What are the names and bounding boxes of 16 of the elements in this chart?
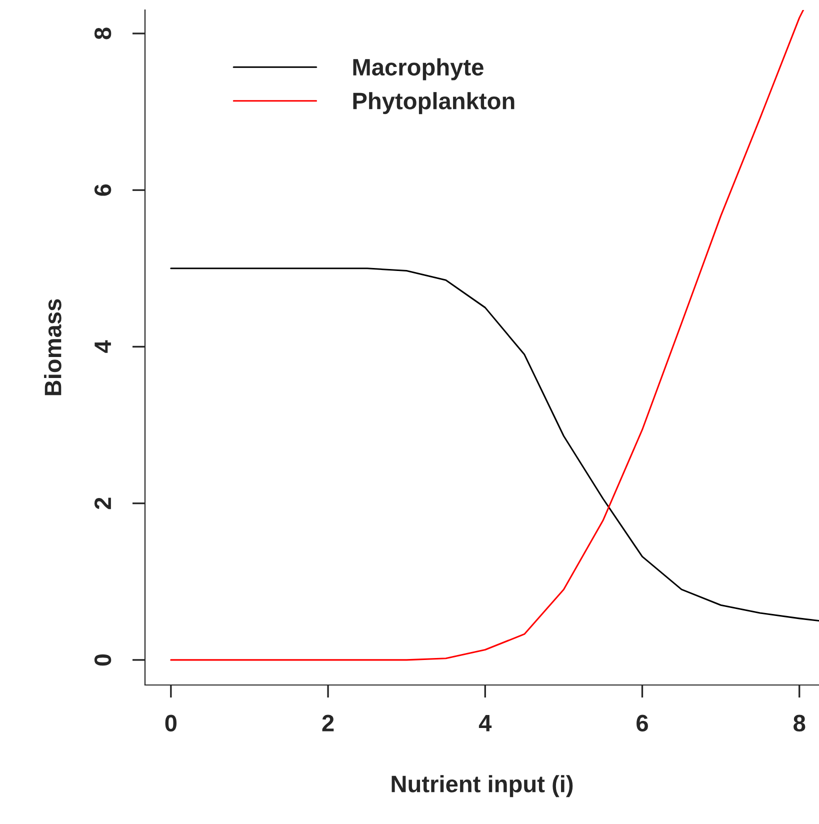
y-tick-label: 0 — [94, 654, 112, 666]
x-tick-label: 2 — [322, 714, 334, 732]
legend-label: Macrophyte — [353, 58, 484, 80]
x-axis-title: Nutrient input (i) — [392, 775, 573, 798]
line-series — [170, 268, 819, 622]
legend-label: Phytoplankton — [353, 92, 514, 114]
x-tick-label: 4 — [478, 715, 492, 732]
x-tick-label: 0 — [165, 714, 177, 732]
x-tick-label: 8 — [794, 714, 806, 732]
y-tick-label: 4 — [94, 340, 111, 353]
y-tick-label: 8 — [94, 28, 112, 40]
y-tick-label: 6 — [94, 184, 112, 196]
y-tick-label: 2 — [94, 498, 111, 510]
x-tick-label: 6 — [636, 714, 648, 732]
line-series — [170, 10, 804, 661]
y-axis-title: Biomass — [44, 299, 62, 396]
